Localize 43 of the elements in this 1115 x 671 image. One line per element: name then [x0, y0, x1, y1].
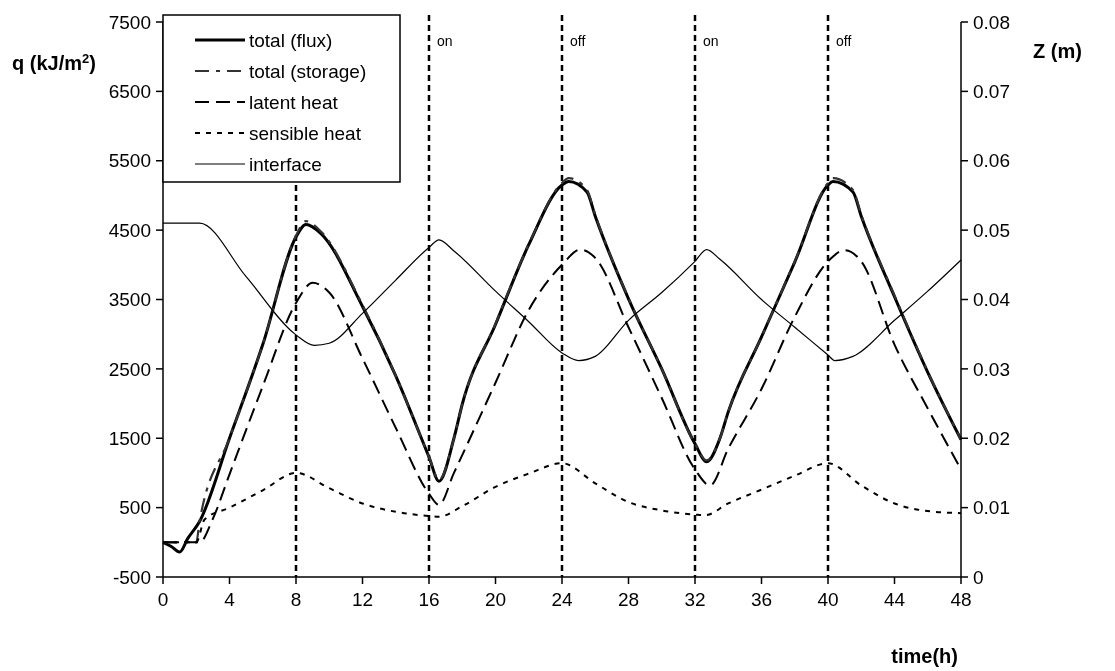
x-tick-label: 40 [817, 589, 839, 610]
x-tick-label: 48 [950, 589, 972, 610]
y2-tick-label: 0.01 [973, 497, 1010, 519]
legend-label: total (flux) [249, 29, 333, 51]
x-tick-label: 8 [290, 589, 302, 610]
ref-line-label: off [570, 33, 586, 49]
x-tick-label: 32 [684, 589, 706, 610]
x-tick-label: 24 [551, 589, 573, 610]
legend-label: interface [249, 153, 322, 175]
x-tick-label: 12 [351, 589, 374, 610]
ref-line-label: on [703, 33, 719, 49]
y2-tick-label: 0.04 [973, 289, 1011, 311]
x-tick-label: 20 [484, 589, 507, 610]
y-tick-label: 3500 [108, 289, 151, 311]
y2-tick-label: 0.05 [973, 219, 1010, 241]
ref-line-label: on [437, 33, 453, 49]
y-axis-title: q (kJ/m$^{2}$) [12, 50, 96, 74]
y2-tick-label: 0.07 [973, 81, 1010, 103]
legend-label: total (storage) [249, 60, 367, 82]
y-tick-label: 7500 [108, 11, 151, 33]
legend-label: latent heat [249, 91, 339, 113]
y-tick-label: 5500 [108, 150, 151, 172]
x-tick-label: 36 [750, 589, 773, 610]
x-tick-label: 28 [617, 589, 640, 610]
y2-tick-label: 0.02 [973, 427, 1010, 449]
y-tick-label: 4500 [108, 219, 151, 241]
ref-line-label: off [836, 33, 852, 49]
x-tick-label: 16 [418, 589, 440, 610]
y-tick-label: 1500 [108, 427, 151, 449]
x-axis-title: time(h) [891, 645, 958, 667]
y2-tick-label: 0.08 [973, 11, 1010, 33]
y-tick-label: 2500 [108, 358, 151, 380]
y2-axis-title: Z (m) [1033, 40, 1082, 62]
y2-tick-label: 0 [973, 566, 984, 588]
x-tick-label: 44 [883, 589, 906, 610]
x-tick-label: 0 [157, 589, 169, 610]
y-tick-label: 6500 [108, 81, 151, 103]
x-tick-label: 4 [224, 589, 236, 610]
y2-tick-label: 0.03 [973, 358, 1010, 380]
legend-label: sensible heat [249, 122, 362, 144]
y2-tick-label: 0.06 [973, 150, 1010, 172]
y-tick-label: -500 [112, 566, 151, 588]
y-tick-label: 500 [119, 497, 151, 519]
